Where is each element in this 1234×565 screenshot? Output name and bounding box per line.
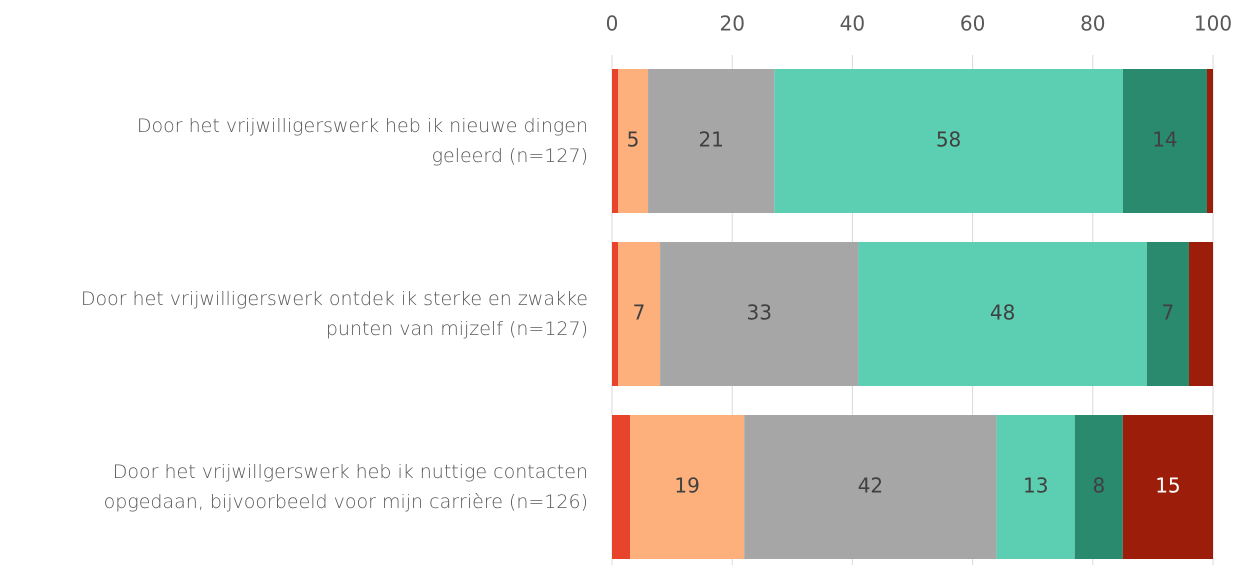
bar-segment [1206, 69, 1213, 213]
bar-segment [774, 69, 1123, 213]
data-label: 7 [1162, 301, 1175, 325]
x-tick-label: 20 [719, 12, 744, 36]
data-label: 58 [936, 128, 961, 152]
category-label: Door het vrijwilligerswerk heb ik nieuwe… [136, 115, 588, 167]
bar-segment [744, 415, 997, 559]
category-label: Door het vrijwilligerswerk ontdek ik ste… [80, 288, 588, 340]
x-tick-label: 0 [606, 12, 619, 36]
data-label: 8 [1092, 474, 1105, 498]
data-label: 15 [1155, 474, 1180, 498]
data-label: 7 [633, 301, 646, 325]
x-tick-label: 100 [1194, 12, 1232, 36]
data-label: 14 [1152, 128, 1177, 152]
bar-segment [1122, 415, 1213, 559]
bar-segment [858, 242, 1147, 386]
data-label: 21 [698, 128, 723, 152]
bar-segment [1122, 69, 1207, 213]
x-tick-label: 40 [840, 12, 865, 36]
data-label: 33 [747, 301, 772, 325]
data-label: 48 [990, 301, 1015, 325]
bar-segment [1074, 415, 1123, 559]
bar-segment [612, 242, 619, 386]
category-label: Door het vrijwillgerswerk heb ik nuttige… [103, 461, 588, 513]
bar-segment [630, 415, 745, 559]
x-tick-label: 60 [960, 12, 985, 36]
bar-segment [1188, 242, 1213, 386]
data-label: 19 [674, 474, 699, 498]
data-label: 5 [627, 128, 640, 152]
bar-segment [1146, 242, 1189, 386]
data-label: 13 [1023, 474, 1048, 498]
bar-segment [648, 69, 775, 213]
bar-segment [996, 415, 1075, 559]
data-label: 42 [858, 474, 883, 498]
x-tick-label: 80 [1080, 12, 1105, 36]
bar-segment [618, 69, 649, 213]
bar-segment [612, 69, 619, 213]
bar-segment [660, 242, 859, 386]
bar-segment [618, 242, 661, 386]
bar-segment [612, 415, 631, 559]
